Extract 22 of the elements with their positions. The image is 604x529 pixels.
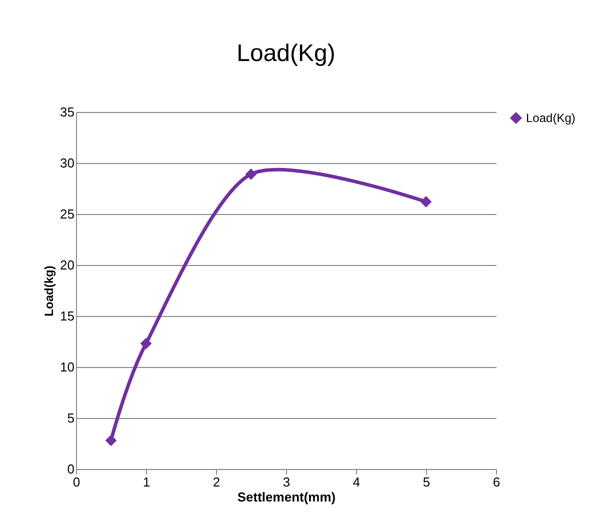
x-tick-label: 4	[352, 474, 360, 490]
y-tick-label: 15	[60, 308, 74, 324]
x-axis-title: Settlement(mm)	[237, 490, 336, 504]
y-tick-label: 10	[60, 360, 74, 374]
chart-title: Load(Kg)	[236, 40, 336, 67]
y-tick-label: 0	[67, 462, 74, 476]
y-tick-label: 30	[60, 156, 74, 170]
x-tick-label: 3	[282, 474, 290, 490]
y-axis-title: Load(kg)	[42, 266, 56, 316]
y-tick-label: 35	[60, 104, 74, 120]
point	[420, 196, 432, 208]
point	[105, 434, 117, 446]
x-tick-label: 1	[142, 474, 150, 490]
point	[245, 168, 257, 180]
point	[140, 338, 152, 350]
y-tick-label: 5	[67, 410, 74, 426]
x-tick-label: 6	[492, 474, 500, 490]
y-tick-label: 20	[60, 258, 74, 272]
x-tick-label: 5	[422, 474, 430, 490]
y-tick-label: 25	[60, 206, 74, 222]
x-tick-label: 2	[212, 474, 220, 490]
legend-label: Load(Kg)	[526, 111, 576, 125]
